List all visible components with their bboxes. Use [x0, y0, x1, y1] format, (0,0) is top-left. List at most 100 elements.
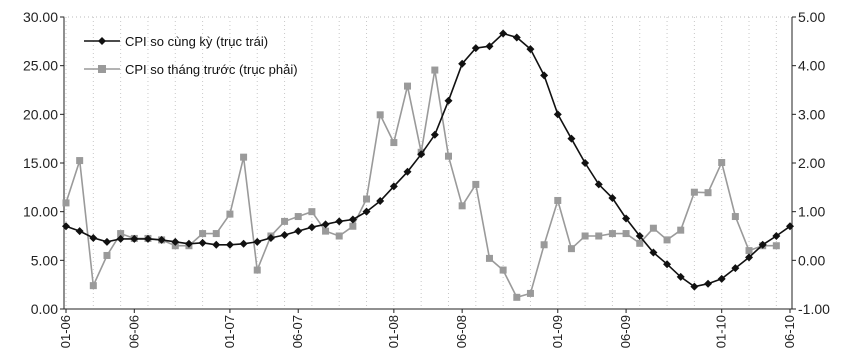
data-point — [308, 208, 316, 216]
data-point — [103, 251, 111, 259]
data-point — [363, 195, 371, 203]
x-tick-label: 06-09 — [618, 315, 633, 348]
left-tick-label: 20.00 — [23, 106, 58, 122]
left-tick-label: 15.00 — [23, 155, 58, 171]
data-point — [622, 214, 631, 223]
data-point — [116, 234, 125, 243]
data-point — [594, 180, 603, 189]
data-point — [540, 71, 549, 80]
data-point — [404, 82, 412, 90]
data-point — [335, 217, 344, 226]
data-point — [690, 188, 698, 196]
data-point — [704, 279, 713, 288]
data-point — [731, 213, 739, 221]
x-tick-label: 06-07 — [290, 315, 305, 348]
data-point — [717, 274, 726, 283]
data-point — [390, 139, 398, 147]
right-tick-label: 4.00 — [798, 58, 825, 74]
data-point — [212, 240, 221, 249]
grid — [65, 17, 777, 309]
left-tick-label: 30.00 — [23, 9, 58, 25]
data-point — [171, 237, 180, 246]
data-point — [499, 29, 508, 38]
data-point — [758, 240, 767, 249]
data-point — [130, 234, 139, 243]
data-point — [348, 215, 357, 224]
data-point — [786, 222, 794, 231]
data-point — [376, 196, 385, 205]
data-point — [676, 272, 685, 281]
data-point — [335, 232, 343, 240]
data-point — [76, 157, 84, 165]
data-point — [567, 245, 575, 253]
data-point — [581, 159, 590, 167]
legend-label-cpi-so-cung-ky: CPI so cùng kỳ (trục trái) — [125, 34, 268, 49]
x-axis-ticks: 01-06 06-06 01-07 06-07 01-08 06-08 01-09 06-09… — [58, 309, 797, 348]
right-tick-label: 5.00 — [798, 9, 825, 25]
data-point — [417, 150, 426, 159]
data-point — [663, 260, 672, 269]
data-point — [75, 227, 84, 236]
data-point — [677, 226, 685, 234]
data-point — [280, 231, 289, 240]
data-point — [62, 222, 70, 231]
data-point — [471, 44, 480, 53]
data-point — [389, 182, 398, 191]
left-tick-label: 5.00 — [31, 252, 58, 268]
x-tick-label: 01-09 — [550, 315, 565, 348]
right-tick-label: 2.00 — [798, 155, 825, 171]
x-tick-label: 06-10 — [782, 315, 797, 348]
data-point — [540, 241, 548, 249]
right-tick-label: 0.00 — [798, 252, 825, 268]
data-point — [595, 232, 603, 240]
legend-label-cpi-so-thang-truoc: CPI so tháng trước (trục phải) — [125, 62, 298, 77]
data-point — [690, 282, 699, 291]
data-point — [745, 253, 754, 262]
data-point — [485, 254, 493, 262]
data-point — [321, 220, 330, 229]
data-point — [499, 266, 507, 274]
left-axis-ticks: 0.00 5.00 10.00 15.00 20.00 25.00 30.00 — [23, 9, 64, 317]
data-point — [89, 233, 98, 242]
data-point — [513, 293, 521, 301]
data-point — [553, 110, 562, 119]
data-point — [444, 96, 453, 105]
data-point — [198, 238, 207, 247]
data-point — [349, 222, 357, 230]
data-point — [431, 66, 439, 74]
data-point — [226, 210, 234, 218]
data-point — [608, 194, 617, 203]
data-point — [485, 42, 494, 51]
data-point — [403, 167, 412, 176]
data-point — [362, 207, 371, 216]
data-point — [444, 152, 452, 160]
data-point — [266, 233, 275, 242]
right-tick-label: -1.00 — [798, 301, 830, 317]
data-point — [472, 180, 480, 188]
data-point — [212, 230, 220, 238]
data-point — [731, 264, 740, 273]
x-tick-label: 06-06 — [126, 315, 141, 348]
data-point — [554, 196, 562, 204]
series-cpi-so-cung-ky — [62, 29, 794, 291]
data-point — [199, 230, 207, 238]
data-point — [117, 230, 125, 238]
data-point — [376, 111, 384, 119]
data-point — [772, 232, 781, 240]
data-point — [322, 227, 330, 235]
data-point — [526, 289, 534, 297]
data-point — [281, 217, 289, 225]
data-point — [458, 59, 467, 68]
left-tick-label: 0.00 — [31, 301, 58, 317]
x-tick-label: 01-08 — [386, 315, 401, 348]
data-point — [239, 239, 248, 248]
data-point — [62, 199, 70, 207]
data-point — [89, 282, 97, 290]
data-point — [225, 240, 234, 249]
legend-marker-diamond — [98, 37, 106, 45]
data-point — [240, 153, 248, 161]
data-point — [704, 189, 712, 197]
data-point — [772, 242, 780, 250]
data-point — [649, 248, 658, 257]
data-point — [581, 232, 589, 240]
